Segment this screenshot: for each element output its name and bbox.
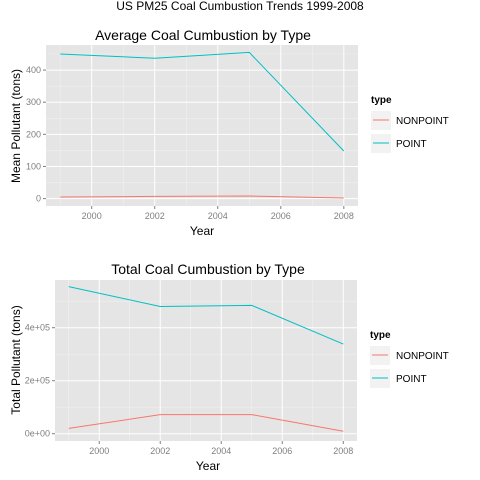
legend: type NONPOINT POINT <box>370 330 449 388</box>
legend-label: NONPOINT <box>396 351 449 362</box>
x-tick-label: 2008 <box>334 211 354 221</box>
y-tick-label: 400 <box>26 65 41 75</box>
x-tick-label: 2006 <box>272 446 292 456</box>
axes: 2000 2002 2004 2006 2008 0e+00 2e+05 4e+05 <box>25 323 354 456</box>
chart-title: Average Coal Cumbustion by Type <box>95 27 311 43</box>
legend-label: NONPOINT <box>396 116 449 127</box>
y-tick-label: 200 <box>26 129 41 139</box>
series-line-point <box>68 286 344 345</box>
series-line-point <box>60 51 345 152</box>
x-tick-label: 2004 <box>208 211 228 221</box>
grid-lines <box>46 45 358 206</box>
y-tick-label: 4e+05 <box>25 323 50 333</box>
series-lines <box>60 51 345 199</box>
y-tick-label: 300 <box>26 97 41 107</box>
legend-label: POINT <box>396 374 427 385</box>
plot-background <box>46 45 358 206</box>
series-line-nonpoint <box>60 195 344 199</box>
chart-title: Total Coal Cumbustion by Type <box>111 261 305 277</box>
x-axis-label: Year <box>190 224 214 238</box>
y-axis-label: Mean Pollutant (tons) <box>9 69 23 183</box>
legend-title: type <box>370 330 391 341</box>
chart-panel-average: Average Coal Cumbustion by Type 2000 2002… <box>9 27 449 238</box>
y-tick-label: 0e+00 <box>25 429 50 439</box>
y-tick-label: 100 <box>26 161 41 171</box>
y-tick-label: 2e+05 <box>25 376 50 386</box>
axes: 2000 2002 2004 2006 2008 0 100 200 300 400 <box>26 65 354 221</box>
y-axis-label: Total Pollutant (tons) <box>9 305 23 414</box>
y-tick-label: 0 <box>36 194 41 204</box>
x-tick-label: 2004 <box>211 446 231 456</box>
x-tick-label: 2006 <box>271 211 291 221</box>
legend-title: type <box>371 95 392 106</box>
plot-background <box>55 280 357 441</box>
x-tick-label: 2008 <box>333 446 353 456</box>
legend-label: POINT <box>396 139 427 150</box>
x-tick-label: 2000 <box>89 446 109 456</box>
x-tick-label: 2000 <box>82 211 102 221</box>
series-lines <box>68 286 344 432</box>
x-tick-label: 2002 <box>145 211 165 221</box>
chart-panel-total: Total Coal Cumbustion by Type 2000 2002 20… <box>9 261 449 473</box>
x-axis-label: Year <box>196 459 220 473</box>
legend: type NONPOINT POINT <box>371 95 449 153</box>
figure-title: US PM25 Coal Cumbustion Trends 1999-2008 <box>116 0 364 13</box>
x-tick-label: 2002 <box>150 446 170 456</box>
series-line-nonpoint <box>68 414 344 432</box>
